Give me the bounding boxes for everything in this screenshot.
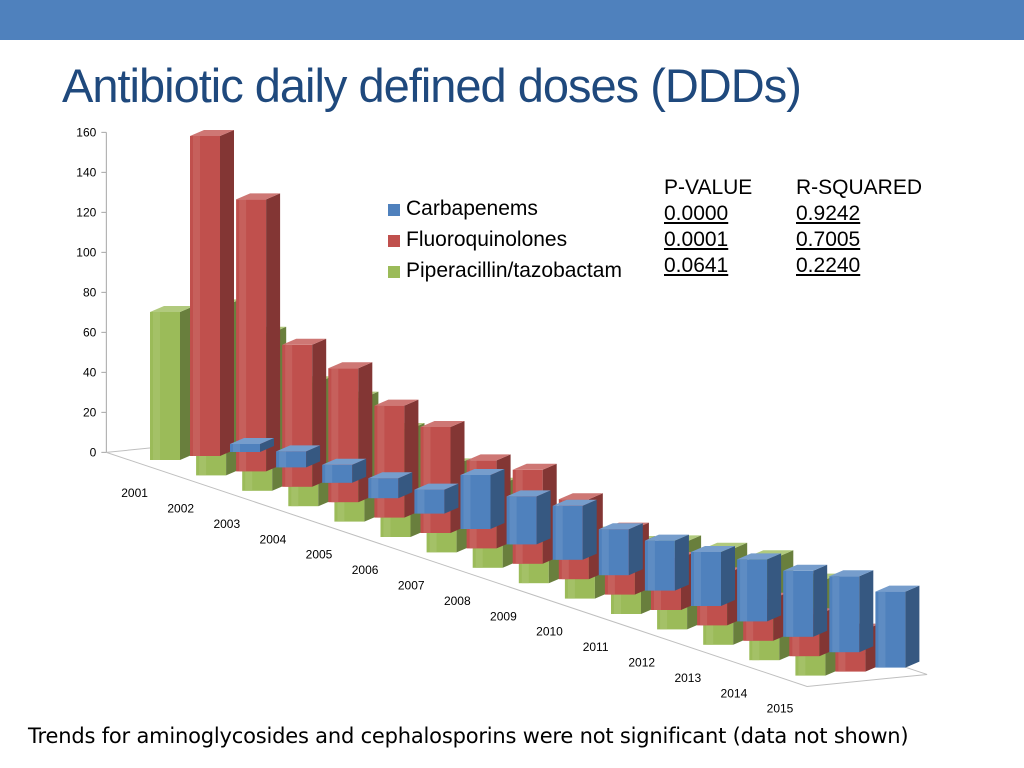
y-tick-label: 20	[83, 405, 97, 419]
stats-rsquared-fluoroquinolones: 0.7005	[796, 228, 861, 251]
bar-carbapenems	[276, 445, 321, 468]
bar-piperacillin	[150, 306, 194, 460]
x-tick-label: 2011	[583, 640, 609, 654]
x-tick-label: 2012	[628, 656, 655, 670]
y-tick-label: 0	[90, 445, 97, 459]
bar-carbapenems	[829, 570, 874, 653]
bar-carbapenems	[230, 438, 274, 452]
chart-legend: Carbapenems Fluoroquinolones Piperacillin/…	[388, 197, 622, 282]
bar-fluoroquinolones	[374, 399, 419, 518]
stats-header-pvalue: P-VALUE	[664, 176, 753, 199]
x-tick-label: 2010	[536, 625, 563, 639]
y-tick-label: 80	[83, 285, 97, 299]
x-tick-label: 2003	[213, 517, 240, 531]
bar-carbapenems	[691, 546, 735, 606]
legend-carbapenems-swatch	[388, 204, 400, 216]
y-tick-label: 120	[76, 205, 96, 219]
bar-carbapenems	[875, 585, 920, 668]
y-tick-label: 140	[76, 165, 96, 179]
legend-piperacillin-swatch	[388, 266, 400, 278]
legend-carbapenems-label: Carbapenems	[406, 197, 538, 220]
legend-piperacillin-label: Piperacillin/tazobactam	[406, 259, 622, 282]
x-tick-label: 2002	[167, 502, 194, 516]
stats-rsquared-carbapenems: 0.9242	[796, 202, 861, 225]
legend-fluoroquinolones-swatch	[388, 235, 400, 247]
bar-carbapenems	[783, 564, 828, 637]
bar-carbapenems	[414, 483, 459, 514]
stats-header-rsquared: R-SQUARED	[796, 176, 923, 199]
x-tick-label: 2006	[352, 563, 379, 577]
x-tick-label: 2008	[444, 594, 471, 608]
bar-carbapenems	[460, 469, 505, 529]
legend-fluoroquinolones-label: Fluoroquinolones	[406, 228, 567, 251]
stats-pvalue-fluoroquinolones: 0.0001	[664, 228, 729, 251]
slide-title: Antibiotic daily defined doses (DDDs)	[62, 59, 802, 112]
top-bar	[0, 0, 1024, 40]
ddd-3d-bar-chart: 0 20 40 60 80 100 120 140 160 2001 2002 2003 2004 200…	[76, 125, 928, 716]
bar-carbapenems	[506, 490, 551, 545]
bar-carbapenems	[737, 553, 782, 622]
stats-rsquared-piperacillin: 0.2240	[796, 254, 861, 277]
x-tick-label: 2007	[398, 579, 425, 593]
stats-pvalue-piperacillin: 0.0641	[664, 254, 729, 277]
bar-fluoroquinolones	[420, 421, 465, 533]
y-tick-label: 60	[83, 325, 97, 339]
bar-carbapenems	[368, 472, 413, 499]
stats-pvalue-carbapenems: 0.0000	[664, 202, 729, 225]
x-tick-label: 2013	[674, 671, 701, 685]
x-tick-label: 2005	[306, 548, 333, 562]
bar-carbapenems	[598, 523, 643, 576]
x-tick-label: 2009	[490, 609, 517, 623]
y-tick-label: 100	[76, 245, 96, 259]
x-tick-label: 2014	[721, 686, 748, 700]
x-tick-label: 2004	[260, 532, 287, 546]
stats-table: P-VALUE R-SQUARED 0.0000 0.9242 0.0001 0…	[664, 176, 946, 278]
bar-carbapenems	[552, 499, 597, 560]
bar-carbapenems	[322, 458, 367, 483]
bar-fluoroquinolones	[236, 193, 281, 472]
chart-axes: 0 20 40 60 80 100 120 140 160 2001 2002 2003 2004 200…	[76, 125, 928, 716]
chart-bars	[150, 130, 920, 676]
bar-fluoroquinolones	[190, 130, 234, 456]
x-tick-label: 2001	[121, 486, 148, 500]
y-tick-label: 40	[83, 365, 97, 379]
y-tick-label: 160	[76, 125, 96, 139]
footnote: Trends for aminoglycosides and cephalosp…	[28, 724, 909, 748]
bar-carbapenems	[644, 534, 689, 591]
x-tick-label: 2015	[767, 702, 794, 716]
